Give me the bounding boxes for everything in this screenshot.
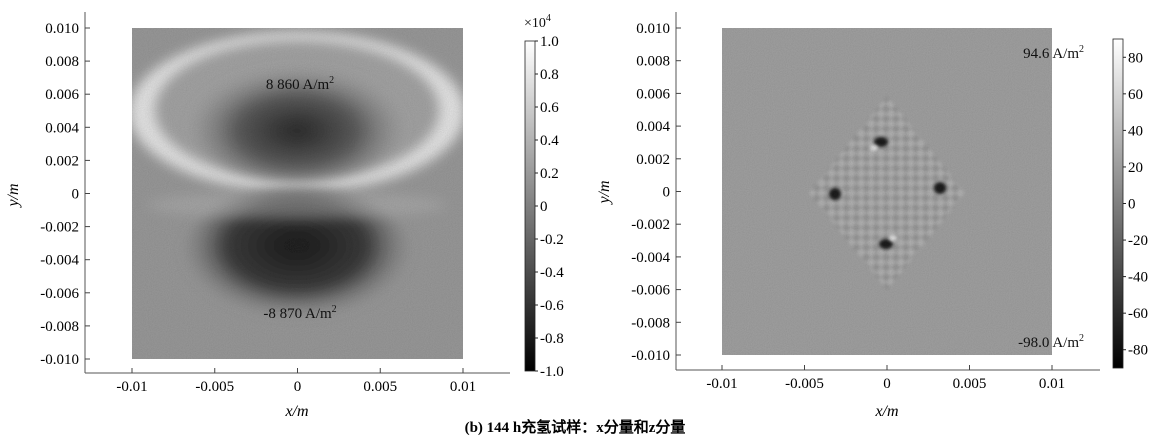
figure-caption: (b) 144 h充氢试样：x分量和z分量 bbox=[465, 418, 686, 436]
colorbar-tick-label: 20 bbox=[1128, 160, 1143, 176]
colorbar-ticks-right: 80 60 40 20 0 -20 -40 -60 -80 bbox=[1123, 50, 1148, 359]
y-tick-label: 0.008 bbox=[636, 54, 670, 70]
x-tick-label: -0.005 bbox=[785, 376, 824, 392]
colorbar-tick-label: -0.4 bbox=[540, 265, 564, 281]
y-tick-label: -0.010 bbox=[631, 348, 670, 364]
y-tick-label: 0.002 bbox=[45, 153, 79, 169]
y-tick-label: -0.008 bbox=[631, 315, 670, 331]
x-ticks-left: -0.01 -0.005 0 0.005 0.01 bbox=[116, 368, 476, 395]
x-tick-label: 0 bbox=[883, 376, 891, 392]
colorbar-tick-label: 80 bbox=[1128, 50, 1143, 66]
colorbar-tick-label: 0 bbox=[540, 199, 548, 215]
y-tick-label: -0.010 bbox=[40, 352, 79, 368]
y-tick-label: 0.004 bbox=[45, 120, 79, 136]
colorbar-tick-label: -40 bbox=[1128, 270, 1148, 286]
x-tick-label: -0.01 bbox=[116, 379, 147, 395]
annotation-max: 94.6 A/m2 bbox=[1023, 44, 1084, 62]
y-tick-label: -0.002 bbox=[631, 217, 670, 233]
y-tick-label: -0.002 bbox=[40, 220, 79, 236]
heatmap-z bbox=[722, 28, 1052, 355]
y-tick-label: -0.006 bbox=[40, 286, 79, 302]
y-tick-label: 0.008 bbox=[45, 54, 79, 70]
colorbar-ticks-left: 1.0 0.8 0.6 0.4 0.2 0 -0.2 -0.4 -0.6 -0.8 -1.0 bbox=[535, 34, 564, 380]
y-axis-label: y/m bbox=[5, 183, 22, 208]
heatmap-x bbox=[132, 28, 463, 359]
colorbar-tick-label: 0 bbox=[1128, 197, 1136, 213]
x-ticks-right: -0.01 -0.005 0 0.005 0.01 bbox=[706, 365, 1065, 392]
x-tick-label: -0.005 bbox=[195, 379, 234, 395]
y-tick-label: 0 bbox=[663, 185, 671, 201]
y-tick-label: -0.006 bbox=[631, 283, 670, 299]
y-tick-label: 0.004 bbox=[636, 119, 670, 135]
colorbar-tick-label: 0.8 bbox=[540, 67, 559, 83]
colorbar-right: 80 60 40 20 0 -20 -40 -60 -80 bbox=[1112, 38, 1148, 369]
x-axis-label: x/m bbox=[284, 403, 308, 420]
colorbar-tick-label: 1.0 bbox=[540, 34, 559, 50]
colorbar-tick-label: -0.8 bbox=[540, 331, 564, 347]
y-tick-label: 0.010 bbox=[636, 21, 670, 37]
colorbar-tick-label: -1.0 bbox=[540, 364, 564, 380]
annotation-max: 8 860 A/m2 bbox=[266, 75, 334, 93]
colorbar-tick-label: -60 bbox=[1128, 306, 1148, 322]
x-tick-label: -0.01 bbox=[706, 376, 737, 392]
y-tick-label: -0.004 bbox=[40, 253, 79, 269]
colorbar-tick-label: 40 bbox=[1128, 123, 1143, 139]
x-tick-label: 0 bbox=[294, 379, 302, 395]
colorbar-tick-label: 60 bbox=[1128, 87, 1143, 103]
y-ticks-right: 0.010 0.008 0.006 0.004 0.002 0 -0.002 -0.004 -0… bbox=[631, 21, 681, 364]
y-tick-label: 0.006 bbox=[45, 87, 79, 103]
colorbar-gradient bbox=[1112, 38, 1124, 369]
annotation-min: -8 870 A/m2 bbox=[263, 304, 336, 322]
colorbar-left: ×104 1.0 0.8 0.6 0.4 0.2 0 -0.2 -0.4 -0.6 -0.8 -1.… bbox=[524, 13, 564, 380]
colorbar-tick-label: -0.6 bbox=[540, 298, 564, 314]
colorbar-tick-label: 0.6 bbox=[540, 100, 559, 116]
colorbar-tick-label: 0.4 bbox=[540, 133, 559, 149]
x-tick-label: 0.01 bbox=[1039, 376, 1065, 392]
annotation-min: -98.0 A/m2 bbox=[1018, 333, 1084, 351]
x-tick-label: 0.01 bbox=[450, 379, 476, 395]
y-tick-label: 0.002 bbox=[636, 152, 670, 168]
x-axis-label: x/m bbox=[874, 403, 898, 420]
y-tick-label: -0.004 bbox=[631, 250, 670, 266]
colorbar-multiplier: ×104 bbox=[524, 13, 551, 31]
y-tick-label: 0.010 bbox=[45, 21, 79, 37]
x-tick-label: 0.005 bbox=[363, 379, 397, 395]
colorbar-gradient bbox=[524, 40, 536, 372]
colorbar-tick-label: -20 bbox=[1128, 233, 1148, 249]
y-tick-label: 0.006 bbox=[636, 86, 670, 102]
colorbar-tick-label: -0.2 bbox=[540, 232, 564, 248]
y-axis-label: y/m bbox=[596, 180, 613, 205]
colorbar-tick-label: -80 bbox=[1128, 343, 1148, 359]
y-tick-label: 0 bbox=[72, 187, 80, 203]
colorbar-tick-label: 0.2 bbox=[540, 166, 559, 182]
chart-z-component: 0.0100.0080.0060.0040.0020-0.002-0.004-0… bbox=[596, 12, 1148, 420]
x-tick-label: 0.005 bbox=[953, 376, 987, 392]
y-ticks-left: 0.010 0.008 0.006 0.004 0.002 0 -0.002 -0.004 -0… bbox=[40, 21, 90, 368]
chart-x-component: 0.0100.0080.0060.0040.0020-0.002-0.004-0… bbox=[5, 12, 564, 420]
y-tick-label: -0.008 bbox=[40, 319, 79, 335]
